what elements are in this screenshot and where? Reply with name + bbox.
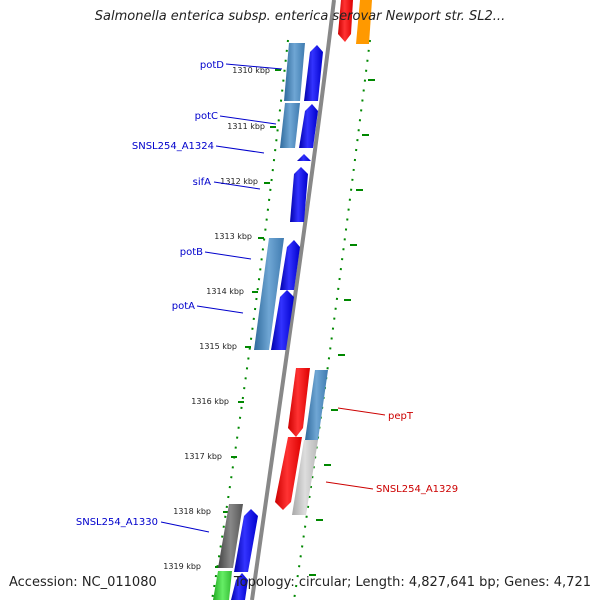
cds-potC xyxy=(299,104,318,148)
leader-sifA xyxy=(213,181,261,190)
tick-label-1318: 1318 kbp xyxy=(173,507,211,516)
cog-SNSL254_A1329 xyxy=(292,440,318,515)
gene-label-potA: potA xyxy=(172,301,195,312)
leader-potC xyxy=(219,115,277,125)
gene-leaders xyxy=(160,63,386,533)
cog-potB-potA xyxy=(254,238,284,350)
leader-SNSL254_A1324 xyxy=(215,145,265,154)
cds-pepT xyxy=(288,368,310,437)
cds-SNSL254_A1324 xyxy=(297,154,311,161)
leader-potD xyxy=(225,63,283,70)
leader-potA xyxy=(196,305,244,314)
tick-label-1314: 1314 kbp xyxy=(206,287,244,296)
genome-backbone xyxy=(250,0,336,600)
tick-label-1317: 1317 kbp xyxy=(184,452,222,461)
tick-label-1319: 1319 kbp xyxy=(163,562,201,571)
gene-label-potD: potD xyxy=(200,60,224,71)
cog-top-orange xyxy=(356,0,372,44)
cog-green xyxy=(213,571,232,600)
leader-SNSL254_A1329 xyxy=(325,481,374,490)
cog-pepT xyxy=(305,370,328,440)
cds-ring xyxy=(231,0,353,600)
gc-skew-guide-right xyxy=(293,39,371,600)
gene-label-SNSL254_A1329: SNSL254_A1329 xyxy=(376,484,458,495)
tick-label-1315: 1315 kbp xyxy=(199,342,237,351)
gene-label-SNSL254_A1330: SNSL254_A1330 xyxy=(76,517,158,528)
cog-ring xyxy=(213,0,372,600)
topology-label: Topology: circular; Length: 4,827,641 bp… xyxy=(233,575,591,590)
cds-SNSL254_A1329 xyxy=(275,437,302,510)
cds-potA xyxy=(271,290,294,350)
cog-SNSL254_A1330 xyxy=(218,504,243,568)
leader-potB xyxy=(204,251,252,260)
cds-bottom xyxy=(231,573,248,600)
gene-labels: potD potC SNSL254_A1324 sifA potB potA p… xyxy=(76,60,458,528)
tick-label-1312: 1312 kbp xyxy=(220,177,258,186)
tick-marks xyxy=(215,69,375,576)
gene-label-SNSL254_A1324: SNSL254_A1324 xyxy=(132,141,214,152)
tick-label-1311: 1311 kbp xyxy=(227,122,265,131)
cog-potC xyxy=(280,103,300,148)
cds-top-red xyxy=(338,0,353,42)
tick-label-1313: 1313 kbp xyxy=(214,232,252,241)
gc-skew-guide-left xyxy=(211,39,289,600)
map-title: Salmonella enterica subsp. enterica sero… xyxy=(94,9,506,24)
gene-label-pepT: pepT xyxy=(388,411,414,422)
gene-label-potB: potB xyxy=(180,247,203,258)
cog-potD xyxy=(284,43,305,101)
tick-labels: 1310 kbp 1311 kbp 1312 kbp 1313 kbp 1314… xyxy=(163,66,270,571)
cds-sifA xyxy=(290,167,308,222)
gene-label-sifA: sifA xyxy=(193,177,212,188)
tick-label-1316: 1316 kbp xyxy=(191,397,229,406)
gene-label-potC: potC xyxy=(195,111,218,122)
leader-pepT xyxy=(337,407,386,416)
leader-SNSL254_A1330 xyxy=(160,521,210,533)
tick-label-1310: 1310 kbp xyxy=(232,66,270,75)
cds-SNSL254_A1330 xyxy=(234,509,258,572)
accession-label: Accession: NC_011080 xyxy=(9,575,157,590)
cds-potD xyxy=(304,45,323,101)
cds-potB xyxy=(280,240,300,290)
